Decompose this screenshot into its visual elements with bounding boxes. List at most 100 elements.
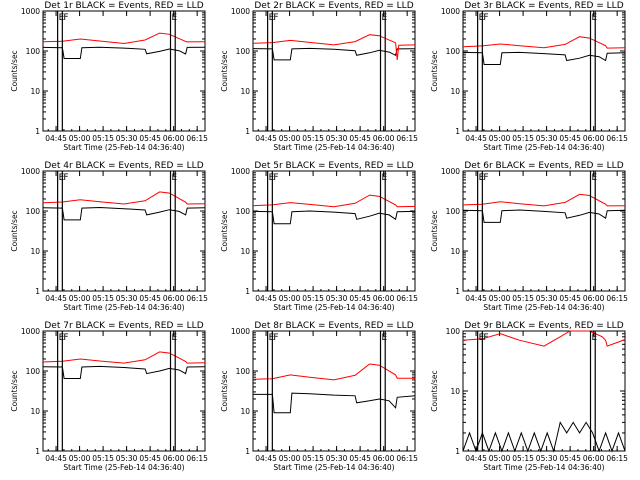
y-tick-label: 1 <box>245 447 250 456</box>
x-tick-label: 05:15 <box>302 454 324 463</box>
y-tick-label: 10 <box>450 87 460 96</box>
y-tick-label: 100 <box>236 47 251 56</box>
panel-6: Det 6r BLACK = Events, RED = LLD 1 10 100 10… <box>430 161 628 312</box>
y-tick-label: 1 <box>245 127 250 136</box>
x-tick-label: 04:45 <box>465 454 487 463</box>
x-tick-label: 05:45 <box>349 134 371 143</box>
x-tick-label: 05:45 <box>559 294 581 303</box>
y-tick-label: 1000 <box>21 167 40 176</box>
lld-series-line <box>42 32 206 45</box>
panel-1: Det 1r BLACK = Events, RED = LLD 1 10 100 10… <box>10 1 208 152</box>
x-tick-label: 06:00 <box>583 134 605 143</box>
x-tick-label: 05:15 <box>92 294 114 303</box>
x-axis-label: Start Time (25-Feb-14 04:36:40) <box>483 303 604 312</box>
x-axis-label: Start Time (25-Feb-14 04:36:40) <box>483 143 604 152</box>
lld-series-line <box>252 34 416 60</box>
panel-4: Det 4r BLACK = Events, RED = LLD 1 10 100 10… <box>10 161 208 312</box>
y-tick-label: 10 <box>240 87 250 96</box>
y-tick-label: 1000 <box>21 327 40 336</box>
x-tick-label: 05:15 <box>512 134 534 143</box>
x-tick-label: 05:00 <box>279 134 301 143</box>
x-tick-label: 04:45 <box>255 134 277 143</box>
time-marker-label: E <box>59 173 65 183</box>
events-series-line <box>462 209 626 223</box>
x-tick-label: 06:00 <box>163 454 185 463</box>
time-marker-label: E <box>59 333 65 343</box>
y-axis-label: Counts/sec <box>10 370 19 411</box>
y-tick-label: 100 <box>236 207 251 216</box>
x-tick-label: 06:00 <box>583 294 605 303</box>
y-axis-label: Counts/sec <box>220 210 229 251</box>
lld-series-line <box>462 193 626 207</box>
panel-title: Det 1r BLACK = Events, RED = LLD <box>44 1 203 11</box>
y-tick-label: 1000 <box>231 7 250 16</box>
x-tick-label: 05:15 <box>92 134 114 143</box>
time-marker-label: E <box>382 173 388 183</box>
plot-frame <box>462 10 626 132</box>
x-tick-label: 06:15 <box>606 294 628 303</box>
plot-frame <box>42 10 206 132</box>
y-tick-label: 10 <box>30 87 40 96</box>
x-tick-label: 06:15 <box>396 294 418 303</box>
y-axis-label: Counts/sec <box>220 50 229 91</box>
panel-5: Det 5r BLACK = Events, RED = LLD 1 10 100 10… <box>220 161 418 312</box>
y-tick-label: 1 <box>455 127 460 136</box>
panel-title: Det 5r BLACK = Events, RED = LLD <box>254 161 413 171</box>
time-marker-label: E <box>172 333 178 343</box>
x-tick-label: 05:45 <box>139 294 161 303</box>
x-tick-label: 05:00 <box>489 294 511 303</box>
x-tick-label: 05:45 <box>349 454 371 463</box>
plot-frame <box>42 170 206 292</box>
x-tick-label: 04:45 <box>45 454 67 463</box>
panel-9: Det 9r BLACK = Events, RED = LLD 1 10 100 04… <box>430 321 628 472</box>
plot-frame <box>462 170 626 292</box>
x-tick-label: 05:15 <box>302 134 324 143</box>
lld-series-line <box>252 363 415 381</box>
x-tick-label: 06:15 <box>396 134 418 143</box>
x-tick-label: 05:30 <box>326 134 348 143</box>
plot-frame <box>252 170 416 292</box>
x-axis-label: Start Time (25-Feb-14 04:36:40) <box>63 463 184 472</box>
x-axis-label: Start Time (25-Feb-14 04:36:40) <box>63 143 184 152</box>
time-marker-label: E <box>592 333 598 343</box>
x-axis-label: Start Time (25-Feb-14 04:36:40) <box>63 303 184 312</box>
x-tick-label: 05:15 <box>302 294 324 303</box>
plot-frame <box>42 330 206 452</box>
panel-title: Det 9r BLACK = Events, RED = LLD <box>464 321 623 331</box>
panel-title: Det 6r BLACK = Events, RED = LLD <box>464 161 623 171</box>
events-series-line <box>462 51 626 65</box>
y-tick-label: 1 <box>455 287 460 296</box>
y-tick-label: 100 <box>26 47 41 56</box>
panel-title: Det 7r BLACK = Events, RED = LLD <box>44 321 203 331</box>
x-axis-label: Start Time (25-Feb-14 04:36:40) <box>273 143 394 152</box>
events-series-line <box>462 421 626 453</box>
x-tick-label: 06:15 <box>186 454 208 463</box>
x-tick-label: 05:30 <box>116 454 138 463</box>
plot-frame <box>252 10 416 132</box>
x-tick-label: 05:45 <box>559 454 581 463</box>
y-tick-label: 1 <box>35 447 40 456</box>
x-tick-label: 06:00 <box>163 134 185 143</box>
y-tick-label: 1000 <box>231 167 250 176</box>
y-tick-label: 1 <box>455 447 460 456</box>
y-tick-label: 10 <box>240 407 250 416</box>
time-marker-label: E <box>269 13 275 23</box>
y-tick-label: 10 <box>30 247 40 256</box>
panel-title: Det 4r BLACK = Events, RED = LLD <box>44 161 203 171</box>
x-tick-label: 06:15 <box>186 294 208 303</box>
x-tick-label: 06:15 <box>606 134 628 143</box>
time-marker-label: E <box>172 173 178 183</box>
events-series-line <box>42 206 206 221</box>
lld-series-line <box>462 330 626 347</box>
x-tick-label: 06:00 <box>373 454 395 463</box>
lld-series-line <box>42 351 206 364</box>
events-series-line <box>253 392 416 414</box>
y-axis-label: Counts/sec <box>220 370 229 411</box>
events-series-line <box>252 47 416 61</box>
x-tick-label: 05:00 <box>489 134 511 143</box>
x-tick-label: 06:15 <box>396 454 418 463</box>
y-tick-label: 1000 <box>441 7 460 16</box>
x-tick-label: 04:45 <box>45 294 67 303</box>
x-tick-label: 04:45 <box>255 294 277 303</box>
x-tick-label: 05:00 <box>279 294 301 303</box>
